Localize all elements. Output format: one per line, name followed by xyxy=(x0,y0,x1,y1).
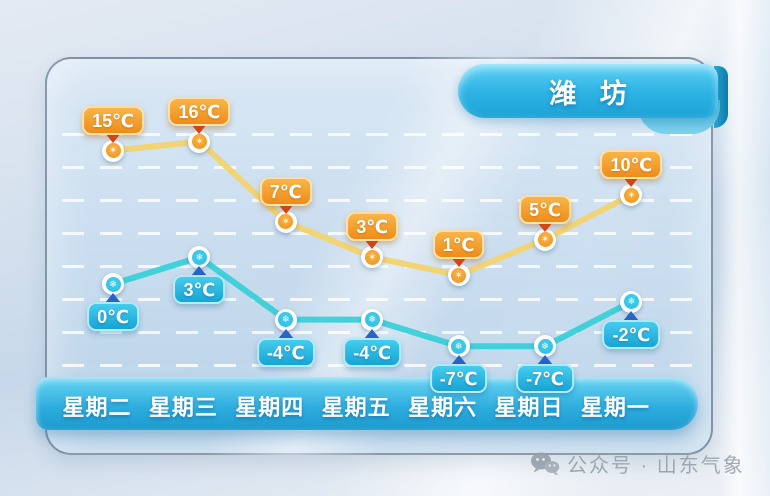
low-temp-label: -7℃ xyxy=(429,364,488,394)
high-point-glyph: ✶ xyxy=(451,267,467,283)
low-point-glyph: ❄ xyxy=(537,338,553,354)
low-temp-label: -2℃ xyxy=(602,319,661,349)
high-temp-point: ✶ xyxy=(447,264,470,287)
weekday-label: 星期五 xyxy=(321,395,391,420)
low-temp-label: 3℃ xyxy=(173,275,226,305)
grid-line xyxy=(62,133,698,136)
pointer-triangle xyxy=(450,355,467,366)
low-point-glyph: ❄ xyxy=(105,276,121,292)
weekday-label: 星期四 xyxy=(235,395,305,420)
low-temp-point: ❄ xyxy=(447,335,470,358)
high-point-glyph: ✶ xyxy=(278,214,294,230)
weekday-label: 星期六 xyxy=(408,395,478,420)
high-temp-point: ✶ xyxy=(188,130,211,153)
low-point-glyph: ❄ xyxy=(451,338,467,354)
high-temp-label: 16℃ xyxy=(168,96,231,126)
high-temp-point: ✶ xyxy=(274,210,297,233)
pointer-triangle xyxy=(537,355,553,366)
grid-line xyxy=(62,298,698,301)
pointer-triangle xyxy=(191,123,208,134)
high-point-glyph: ✶ xyxy=(364,249,380,265)
watermark-text: 公众号 · 山东气象 xyxy=(567,455,745,477)
low-temp-label: -4℃ xyxy=(256,337,315,367)
low-point-glyph: ❄ xyxy=(278,312,294,328)
high-temp-label: 5℃ xyxy=(519,194,571,224)
low-temp-point: ❄ xyxy=(361,308,384,331)
high-temp-point: ✶ xyxy=(102,139,124,162)
low-temp-label: -4℃ xyxy=(343,337,402,367)
weekday-label: 星期三 xyxy=(148,395,218,420)
city-ribbon: 潍 坊 xyxy=(458,64,718,118)
low-temp-label: 0℃ xyxy=(87,302,139,331)
grid-line xyxy=(62,265,698,268)
high-temp-label: 10℃ xyxy=(600,150,663,179)
high-temp-label: 15℃ xyxy=(82,105,144,135)
low-temp-point: ❄ xyxy=(274,308,297,331)
high-point-glyph: ✶ xyxy=(537,232,553,247)
weekday-label: 星期一 xyxy=(580,395,650,420)
weekday-bar xyxy=(36,377,698,430)
low-temp-point: ❄ xyxy=(102,273,124,295)
low-point-glyph: ❄ xyxy=(623,294,639,310)
wechat-icon xyxy=(531,452,560,475)
high-temp-label: 3℃ xyxy=(346,212,399,242)
high-temp-label: 7℃ xyxy=(259,176,312,206)
low-point-glyph: ❄ xyxy=(191,249,207,265)
low-temp-label: -7℃ xyxy=(516,364,574,394)
high-temp-point: ✶ xyxy=(534,228,556,251)
high-temp-label: 1℃ xyxy=(432,230,485,260)
city-title: 潍 坊 xyxy=(549,78,635,109)
weekday-label: 星期二 xyxy=(62,395,132,420)
grid-line xyxy=(62,199,698,202)
weekday-label: 星期日 xyxy=(494,395,564,420)
high-point-glyph: ✶ xyxy=(623,187,639,203)
pointer-triangle xyxy=(105,132,121,143)
low-point-glyph: ❄ xyxy=(364,312,380,328)
high-point-glyph: ✶ xyxy=(191,134,207,150)
watermark: 公众号 · 山东气象 xyxy=(530,449,745,478)
high-point-glyph: ✶ xyxy=(105,143,121,158)
